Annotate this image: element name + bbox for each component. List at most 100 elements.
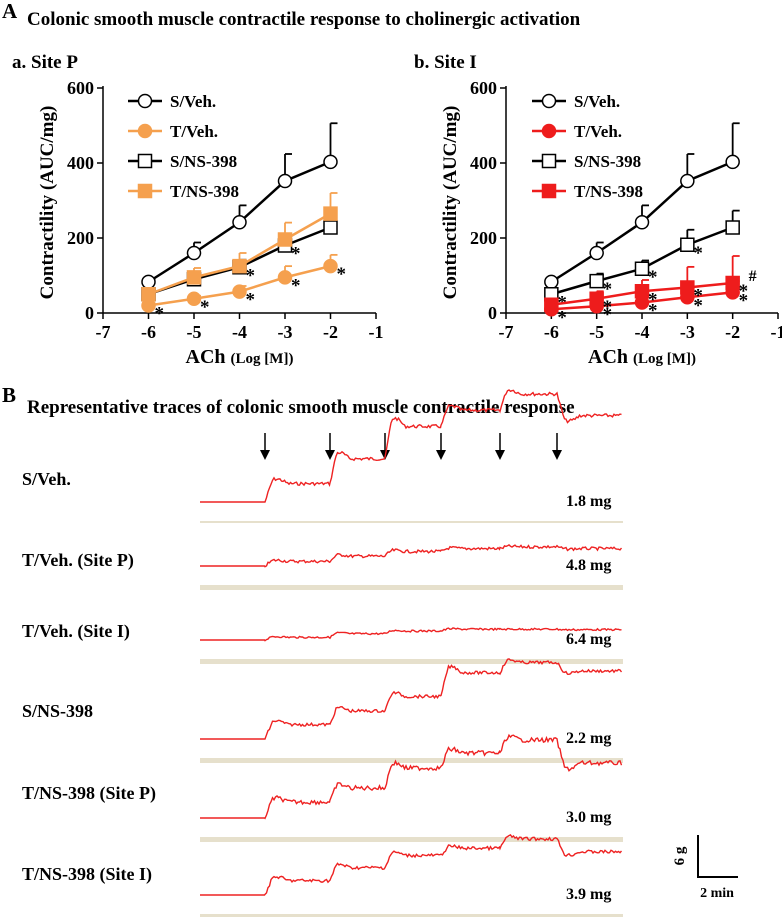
c1-significance-star: * — [291, 244, 301, 265]
c2-legend-marker — [541, 123, 557, 139]
trace-row: T/Veh. (Site P) 4.8 mg — [22, 544, 623, 590]
c2-significance-star: * — [739, 290, 749, 311]
c1-data-point — [323, 258, 338, 274]
trace-baseline-bar — [200, 837, 623, 842]
stimulus-arrow-head — [325, 450, 335, 460]
c1-x-axis-label: ACh (Log [M]) — [186, 346, 294, 368]
c1-data-point — [232, 258, 247, 274]
c1-significance-star: * — [155, 304, 165, 325]
trace-row: T/NS-398 (Site P) 3.0 mg — [22, 733, 623, 842]
trace-label: T/Veh. (Site P) — [22, 550, 134, 571]
c2-legend-label: S/Veh. — [574, 92, 620, 111]
c1-legend-marker — [137, 153, 153, 169]
c1-data-point — [186, 291, 202, 306]
c1-data-point — [186, 245, 202, 261]
c2-legend-marker — [541, 153, 557, 169]
stimulus-arrow-head — [495, 450, 505, 460]
c1-legend-label: S/NS-398 — [170, 152, 237, 171]
trace-scale-value: 4.8 mg — [566, 557, 611, 574]
trace-row: S/NS-398 2.2 mg — [22, 658, 623, 763]
c1-series-4 — [141, 192, 338, 302]
c2-x-tick-label: -3 — [680, 322, 695, 342]
c2-significance-star: * — [603, 279, 613, 300]
c2-legend-marker — [541, 183, 557, 199]
c2-significance-star: * — [648, 301, 658, 322]
c2-significance-star: * — [648, 267, 658, 288]
trace-baseline-bar — [200, 914, 623, 917]
c1-legend-label: T/Veh. — [170, 122, 218, 141]
trace-baseline-bar — [200, 758, 623, 763]
c1-y-tick-label: 200 — [67, 228, 94, 248]
trace-row: T/NS-398 (Site I) 3.9 mg — [22, 834, 623, 917]
c2-x-tick-label: -6 — [544, 322, 559, 342]
panel-a-title: Colonic smooth muscle contractile respon… — [27, 9, 581, 30]
c1-x-axis-label-unit: (Log [M]) — [231, 351, 294, 367]
scale-bar-x-label: 2 min — [700, 886, 734, 901]
c1-data-point — [232, 284, 247, 299]
c1-x-tick-label: -2 — [323, 322, 338, 342]
trace-line — [200, 658, 623, 740]
trace-baseline-bar — [200, 521, 623, 523]
c2-legend-label: T/Veh. — [574, 122, 622, 141]
c1-x-tick-label: -4 — [232, 322, 247, 342]
c2-data-point — [589, 291, 604, 306]
c1-x-tick-label: -3 — [278, 322, 293, 342]
c2-legend-label: T/NS-398 — [574, 182, 643, 201]
c1-legend-label: S/Veh. — [170, 92, 216, 111]
c2-legend: S/Veh. T/Veh. S/NS-398 T/NS-398 — [532, 92, 643, 201]
c1-x-tick-label: -5 — [187, 322, 202, 342]
c2-significance-star: * — [693, 295, 703, 316]
trace-scale-value: 3.0 mg — [566, 809, 611, 826]
trace-label: T/NS-398 (Site I) — [22, 864, 152, 885]
scale-bar-y-label: 6 g — [672, 846, 688, 865]
c2-y-tick-label: 400 — [470, 153, 497, 173]
c2-series-1 — [544, 122, 740, 290]
c1-x-tick-label: -1 — [369, 322, 384, 342]
trace-label: T/Veh. (Site I) — [22, 621, 130, 642]
c1-significance-star: * — [337, 264, 347, 285]
c2-significance-star: * — [739, 281, 749, 302]
c2-significance-star: * — [693, 243, 703, 264]
trace-row: S/Veh. 1.8 mg — [22, 389, 623, 523]
trace-line — [200, 733, 623, 820]
c2-data-point — [725, 275, 740, 291]
stimulus-arrow-head — [552, 450, 562, 460]
c2-data-point — [634, 261, 650, 276]
c2-data-point — [544, 297, 559, 312]
c2-y-tick-label: 600 — [470, 78, 497, 98]
c2-legend-label: S/NS-398 — [574, 152, 641, 171]
c1-data-point — [323, 220, 338, 235]
c1-series-2: * * * * * — [141, 253, 347, 325]
trace-panel: S/Veh.1.8 mgT/Veh. (Site P) 4.8 mgT/Veh. … — [22, 389, 623, 917]
trace-label: S/Veh. — [22, 469, 71, 489]
chart-site-i: b. Site I 0 200 400 600 -7 -6 -5 -4 -3 -2 -1 Contrac… — [414, 52, 782, 368]
c2-panel-label: b. Site I — [414, 52, 477, 73]
c2-y-axis-label: Contractility (AUC/mg) — [440, 106, 461, 300]
trace-baseline-bar — [200, 585, 623, 590]
stimulus-arrows — [260, 433, 562, 460]
trace-scale-value: 1.8 mg — [566, 493, 611, 510]
c1-series-1 — [141, 122, 338, 290]
c1-significance-star: * — [246, 290, 256, 311]
trace-line — [200, 544, 623, 568]
c2-series-4: * * * *# — [544, 255, 757, 318]
c1-data-point — [277, 232, 293, 247]
c2-x-tick-label: -7 — [499, 322, 514, 342]
trace-line — [200, 834, 623, 896]
c2-x-tick-label: -2 — [725, 322, 740, 342]
c1-panel-label: a. Site P — [12, 52, 78, 73]
c2-x-axis-label-main: ACh — [588, 346, 633, 368]
panel-b-letter: B — [2, 383, 16, 407]
c1-legend-marker — [137, 93, 153, 109]
c1-x-tick-label: -6 — [141, 322, 156, 342]
trace-line — [200, 627, 622, 642]
c2-series-3: * * * * — [544, 209, 740, 313]
c2-data-point — [589, 245, 604, 261]
trace-baseline-bar — [200, 659, 623, 664]
c1-data-point — [277, 173, 293, 189]
trace-scale-value: 2.2 mg — [566, 730, 611, 747]
c2-x-axis-label: ACh (Log [M]) — [588, 346, 696, 368]
trace-line — [200, 389, 622, 503]
c1-data-point — [323, 206, 338, 221]
